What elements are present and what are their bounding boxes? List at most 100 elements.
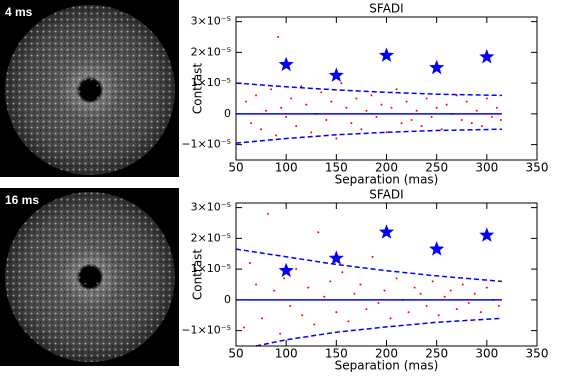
image-panel: 4 ms — [0, 0, 179, 177]
x-tick-label: 250 — [425, 161, 448, 175]
data-point — [390, 106, 393, 109]
y-tick-label: 0 — [224, 293, 231, 306]
planet-star — [429, 241, 445, 256]
x-tick-label: 300 — [475, 347, 498, 361]
threshold-line — [255, 317, 502, 347]
data-point — [380, 103, 383, 106]
x-tick-label: 50 — [228, 161, 243, 175]
data-point — [370, 94, 373, 97]
data-point — [440, 128, 443, 131]
planet-star — [328, 67, 344, 82]
y-tick-label: −1×10⁻⁵ — [181, 138, 231, 151]
data-point — [317, 231, 320, 234]
data-point — [479, 311, 482, 314]
data-point — [283, 277, 286, 280]
data-point — [285, 115, 288, 118]
data-point — [310, 131, 313, 134]
threshold-line — [235, 128, 502, 144]
data-point — [301, 314, 304, 317]
data-point — [435, 106, 438, 109]
data-point — [443, 295, 446, 298]
data-point — [413, 286, 416, 289]
y-tick-label: 1×10⁻⁵ — [191, 76, 231, 89]
y-tick-label: 3×10⁻⁵ — [191, 15, 231, 28]
data-point — [280, 106, 283, 109]
data-point — [325, 119, 328, 122]
data-point — [485, 286, 488, 289]
data-point — [289, 305, 292, 308]
data-point — [400, 122, 403, 125]
data-point — [255, 283, 258, 286]
data-point — [279, 332, 282, 335]
data-point — [407, 311, 410, 314]
data-point — [371, 255, 374, 258]
data-point — [261, 317, 264, 320]
data-point — [335, 311, 338, 314]
image-label: 16 ms — [5, 193, 39, 207]
y-tick-label: 1×10⁻⁵ — [191, 262, 231, 275]
data-point — [260, 128, 263, 131]
x-tick-label: 200 — [375, 347, 398, 361]
data-point — [497, 305, 500, 308]
data-point — [277, 35, 280, 38]
data-point — [485, 97, 488, 100]
y-tick-label: 0 — [224, 107, 231, 120]
data-point — [270, 88, 273, 91]
data-point — [295, 125, 298, 128]
data-point — [395, 277, 398, 280]
data-point — [499, 119, 502, 122]
x-tick-label: 350 — [526, 347, 549, 361]
x-axis-label: Separation (mas) — [335, 173, 439, 187]
data-point — [461, 283, 464, 286]
image-label: 4 ms — [5, 5, 33, 19]
data-point — [430, 115, 433, 118]
x-tick-label: 100 — [275, 347, 298, 361]
y-axis-label: Contrast — [191, 63, 205, 115]
data-point — [243, 326, 246, 329]
data-point — [375, 115, 378, 118]
data-point — [377, 301, 380, 304]
data-point — [320, 91, 323, 94]
data-point — [385, 131, 388, 134]
data-point — [405, 100, 408, 103]
planet-star — [479, 227, 495, 242]
data-point — [323, 295, 326, 298]
y-tick-label: 3×10⁻⁵ — [191, 201, 231, 214]
x-axis-label: Separation (mas) — [335, 359, 439, 373]
data-point — [295, 268, 298, 271]
x-tick-label: 200 — [375, 161, 398, 175]
data-point — [307, 286, 310, 289]
data-point — [389, 317, 392, 320]
data-point — [475, 109, 478, 112]
data-point — [335, 137, 338, 140]
data-point — [425, 305, 428, 308]
data-point — [420, 125, 423, 128]
data-point — [455, 308, 458, 311]
planet-star — [278, 262, 294, 278]
data-point — [305, 103, 308, 106]
data-point — [473, 292, 476, 295]
data-point — [265, 109, 268, 112]
data-point — [330, 100, 333, 103]
data-point — [431, 280, 434, 283]
data-point — [273, 289, 276, 292]
plot-frame — [235, 16, 538, 161]
plot-frame — [235, 202, 538, 347]
data-point — [470, 122, 473, 125]
y-tick-label: 2×10⁻⁵ — [191, 231, 231, 244]
data-point — [355, 97, 358, 100]
y-axis-label: Contrast — [191, 249, 205, 301]
planet-star — [378, 47, 395, 62]
data-point — [353, 292, 356, 295]
data-point — [267, 212, 270, 215]
data-point — [395, 88, 398, 91]
planet-star — [278, 56, 294, 72]
data-point — [290, 97, 293, 100]
data-point — [410, 119, 413, 122]
threshold-line — [235, 248, 502, 283]
y-tick-label: −1×10⁻⁵ — [181, 324, 231, 337]
planet-star — [479, 49, 495, 64]
data-point — [249, 261, 252, 264]
